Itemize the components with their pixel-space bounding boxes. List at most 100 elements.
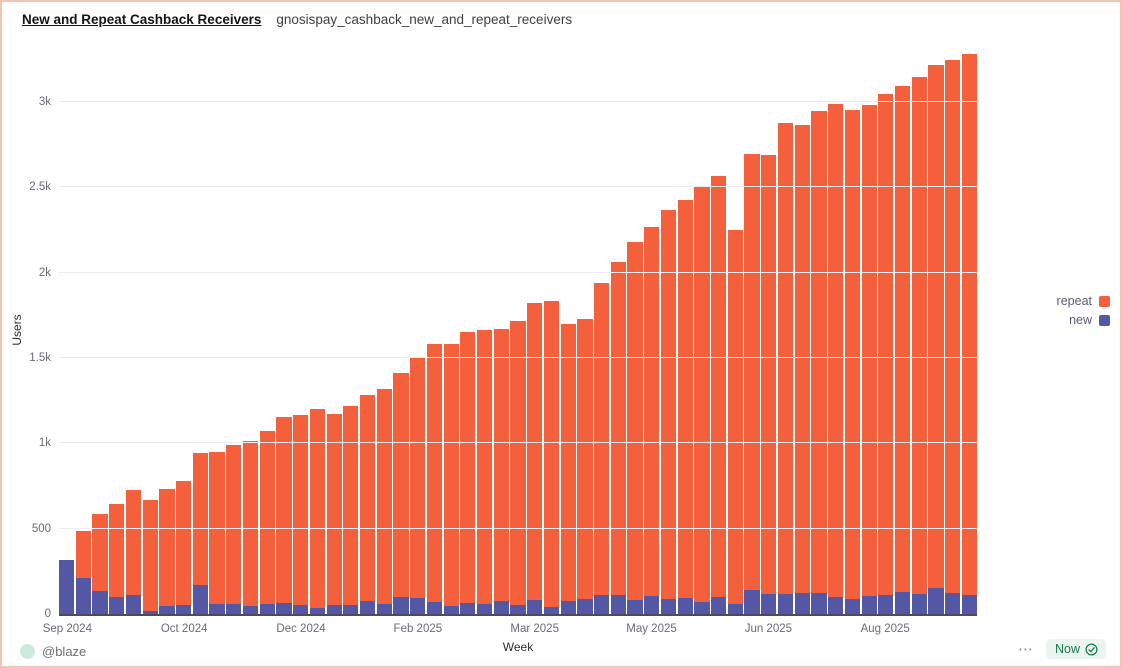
bar-segment-new [75, 578, 91, 614]
bar-segment-repeat [376, 388, 392, 604]
bar-segment-repeat [510, 320, 526, 605]
bar-week-2025-09-15[interactable] [945, 47, 961, 614]
bar-week-2024-12-30[interactable] [326, 47, 342, 614]
legend-item-repeat[interactable]: repeat [1057, 294, 1110, 308]
bar-week-2025-08-25[interactable] [894, 47, 911, 614]
bar-segment-repeat [761, 155, 777, 594]
bar-week-2024-12-02[interactable] [259, 47, 275, 614]
bar-week-2025-06-30[interactable] [761, 47, 777, 614]
bar-week-2025-01-13[interactable] [359, 47, 376, 614]
bar-week-2024-10-14[interactable] [142, 47, 158, 614]
bar-week-2025-09-22[interactable] [961, 47, 978, 614]
bar-week-2025-05-26[interactable] [677, 47, 693, 614]
x-tick-label: Mar 2025 [510, 623, 559, 635]
bar-segment-repeat [811, 111, 827, 593]
bar-segment-new [59, 559, 75, 614]
bar-segment-repeat [577, 318, 593, 599]
bar-segment-new [560, 601, 576, 614]
bar-segment-repeat [293, 415, 309, 606]
bar-segment-new [911, 594, 927, 614]
bar-week-2025-08-18[interactable] [878, 47, 894, 614]
bar-week-2025-01-27[interactable] [393, 47, 409, 614]
x-axis-title: Week [502, 640, 534, 654]
bar-week-2025-08-04[interactable] [844, 47, 860, 614]
bar-segment-repeat [928, 65, 944, 589]
legend-item-new[interactable]: new [1057, 313, 1110, 327]
bar-segment-new [961, 595, 978, 614]
bar-segment-new [259, 603, 275, 614]
bar-segment-repeat [945, 60, 961, 593]
bar-week-2025-02-10[interactable] [426, 47, 443, 614]
bar-segment-repeat [142, 499, 158, 611]
bar-week-2025-02-03[interactable] [410, 47, 426, 614]
bar-week-2025-07-28[interactable] [828, 47, 844, 614]
bar-segment-repeat [359, 395, 376, 602]
bar-segment-new [493, 601, 509, 614]
bar-week-2024-12-09[interactable] [276, 47, 292, 614]
bar-week-2024-09-30[interactable] [109, 47, 125, 614]
bar-week-2025-05-19[interactable] [660, 47, 677, 614]
bar-week-2025-04-28[interactable] [610, 47, 626, 614]
bar-week-2024-11-18[interactable] [226, 47, 242, 614]
bar-week-2025-06-02[interactable] [694, 47, 710, 614]
bar-week-2024-11-04[interactable] [192, 47, 208, 614]
bar-segment-new [594, 595, 610, 614]
bar-week-2024-09-16[interactable] [75, 47, 91, 614]
bar-week-2025-05-05[interactable] [627, 47, 643, 614]
bar-week-2025-03-31[interactable] [543, 47, 560, 614]
bar-segment-new [761, 593, 777, 614]
bar-week-2025-03-24[interactable] [527, 47, 543, 614]
bar-week-2025-04-07[interactable] [560, 47, 576, 614]
bar-week-2024-12-16[interactable] [293, 47, 309, 614]
bar-week-2025-04-14[interactable] [577, 47, 593, 614]
bar-segment-repeat [326, 413, 342, 606]
more-options-button[interactable]: ⋯ [1017, 640, 1034, 658]
bar-week-2025-07-14[interactable] [794, 47, 810, 614]
bar-week-2025-06-23[interactable] [744, 47, 760, 614]
bar-week-2025-06-09[interactable] [711, 47, 727, 614]
bar-week-2024-09-23[interactable] [92, 47, 108, 614]
bar-week-2025-01-06[interactable] [343, 47, 359, 614]
bar-week-2025-06-16[interactable] [727, 47, 743, 614]
bar-week-2024-11-25[interactable] [242, 47, 259, 614]
bar-week-2025-08-11[interactable] [861, 47, 877, 614]
bar-week-2025-02-17[interactable] [443, 47, 459, 614]
bar-week-2025-04-21[interactable] [594, 47, 610, 614]
chart-legend: repeat new [1057, 294, 1110, 327]
bar-week-2024-10-21[interactable] [159, 47, 175, 614]
bar-segment-new [794, 592, 810, 614]
bar-week-2025-09-01[interactable] [911, 47, 927, 614]
bar-segment-repeat [242, 441, 259, 606]
bar-segment-repeat [794, 124, 810, 593]
bar-week-2025-07-07[interactable] [777, 47, 794, 614]
user-avatar [20, 644, 35, 659]
bar-week-2025-09-08[interactable] [928, 47, 944, 614]
bar-week-2025-03-17[interactable] [510, 47, 526, 614]
author-link[interactable]: @blaze [20, 644, 86, 659]
bar-segment-new [125, 594, 142, 614]
bar-segment-new [209, 603, 225, 614]
gridline [59, 527, 977, 529]
bar-week-2025-05-12[interactable] [644, 47, 660, 614]
bar-week-2024-10-28[interactable] [176, 47, 192, 614]
chart-header: New and Repeat Cashback Receivers gnosis… [22, 12, 572, 27]
refresh-status-badge[interactable]: Now [1045, 639, 1106, 659]
gridline [59, 186, 977, 188]
bar-week-2025-03-03[interactable] [476, 47, 493, 614]
bar-week-2024-12-23[interactable] [309, 47, 325, 614]
bar-segment-repeat [627, 242, 643, 600]
bar-week-2024-09-09[interactable] [59, 47, 75, 614]
bar-segment-new [828, 596, 844, 614]
bar-segment-new [476, 603, 493, 614]
bar-segment-repeat [711, 176, 727, 597]
bar-segment-new [644, 595, 660, 614]
bar-segment-new [293, 605, 309, 614]
bar-week-2024-11-11[interactable] [209, 47, 225, 614]
bar-week-2025-03-10[interactable] [493, 47, 509, 614]
x-tick-label: Aug 2025 [860, 623, 910, 635]
bar-week-2025-07-21[interactable] [811, 47, 827, 614]
bar-week-2025-02-24[interactable] [460, 47, 476, 614]
chart-title[interactable]: New and Repeat Cashback Receivers [22, 12, 262, 27]
bar-week-2024-10-07[interactable] [125, 47, 142, 614]
bar-week-2025-01-20[interactable] [376, 47, 392, 614]
